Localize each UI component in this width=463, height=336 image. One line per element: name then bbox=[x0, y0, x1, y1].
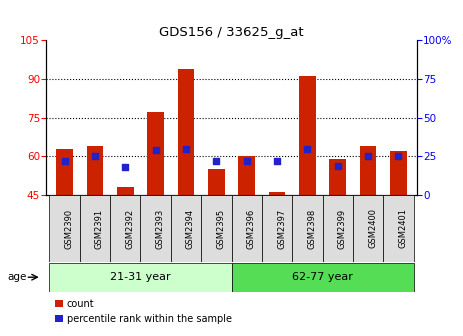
Bar bbox=[238, 156, 255, 195]
Bar bbox=[201, 195, 232, 262]
Bar bbox=[110, 195, 140, 262]
Point bbox=[182, 146, 190, 151]
Legend: count, percentile rank within the sample: count, percentile rank within the sample bbox=[51, 295, 236, 328]
Bar bbox=[262, 195, 292, 262]
Point bbox=[213, 158, 220, 164]
Bar bbox=[360, 146, 376, 195]
Bar bbox=[299, 76, 316, 195]
Bar bbox=[80, 195, 110, 262]
Point bbox=[152, 148, 159, 153]
Bar bbox=[147, 113, 164, 195]
Point bbox=[334, 163, 342, 168]
Point bbox=[395, 154, 402, 159]
Point bbox=[121, 164, 129, 170]
Bar bbox=[292, 195, 323, 262]
Bar bbox=[208, 169, 225, 195]
Text: GSM2401: GSM2401 bbox=[399, 208, 407, 249]
Text: GSM2396: GSM2396 bbox=[247, 208, 256, 249]
Text: 62-77 year: 62-77 year bbox=[292, 272, 353, 282]
Point bbox=[243, 158, 250, 164]
Bar bbox=[50, 263, 232, 292]
Text: GSM2397: GSM2397 bbox=[277, 208, 286, 249]
Text: GSM2390: GSM2390 bbox=[64, 208, 74, 249]
Bar bbox=[178, 69, 194, 195]
Text: age: age bbox=[7, 272, 26, 282]
Point bbox=[364, 154, 372, 159]
Text: GSM2391: GSM2391 bbox=[95, 208, 104, 249]
Text: GSM2395: GSM2395 bbox=[216, 208, 225, 249]
Title: GDS156 / 33625_g_at: GDS156 / 33625_g_at bbox=[159, 26, 304, 39]
Bar bbox=[171, 195, 201, 262]
Bar bbox=[87, 146, 103, 195]
Point bbox=[91, 154, 99, 159]
Text: GSM2399: GSM2399 bbox=[338, 208, 347, 249]
Text: GSM2394: GSM2394 bbox=[186, 208, 195, 249]
Bar bbox=[383, 195, 413, 262]
Point bbox=[273, 158, 281, 164]
Bar bbox=[269, 192, 285, 195]
Text: GSM2400: GSM2400 bbox=[368, 208, 377, 249]
Text: GSM2393: GSM2393 bbox=[156, 208, 165, 249]
Point bbox=[304, 146, 311, 151]
Bar bbox=[232, 263, 413, 292]
Bar bbox=[390, 151, 407, 195]
Bar bbox=[353, 195, 383, 262]
Text: GSM2392: GSM2392 bbox=[125, 208, 134, 249]
Bar bbox=[323, 195, 353, 262]
Bar bbox=[232, 195, 262, 262]
Bar bbox=[56, 149, 73, 195]
Bar bbox=[50, 195, 80, 262]
Text: 21-31 year: 21-31 year bbox=[110, 272, 171, 282]
Point bbox=[61, 158, 68, 164]
Text: GSM2398: GSM2398 bbox=[307, 208, 316, 249]
Bar bbox=[140, 195, 171, 262]
Bar bbox=[329, 159, 346, 195]
Bar bbox=[117, 187, 134, 195]
